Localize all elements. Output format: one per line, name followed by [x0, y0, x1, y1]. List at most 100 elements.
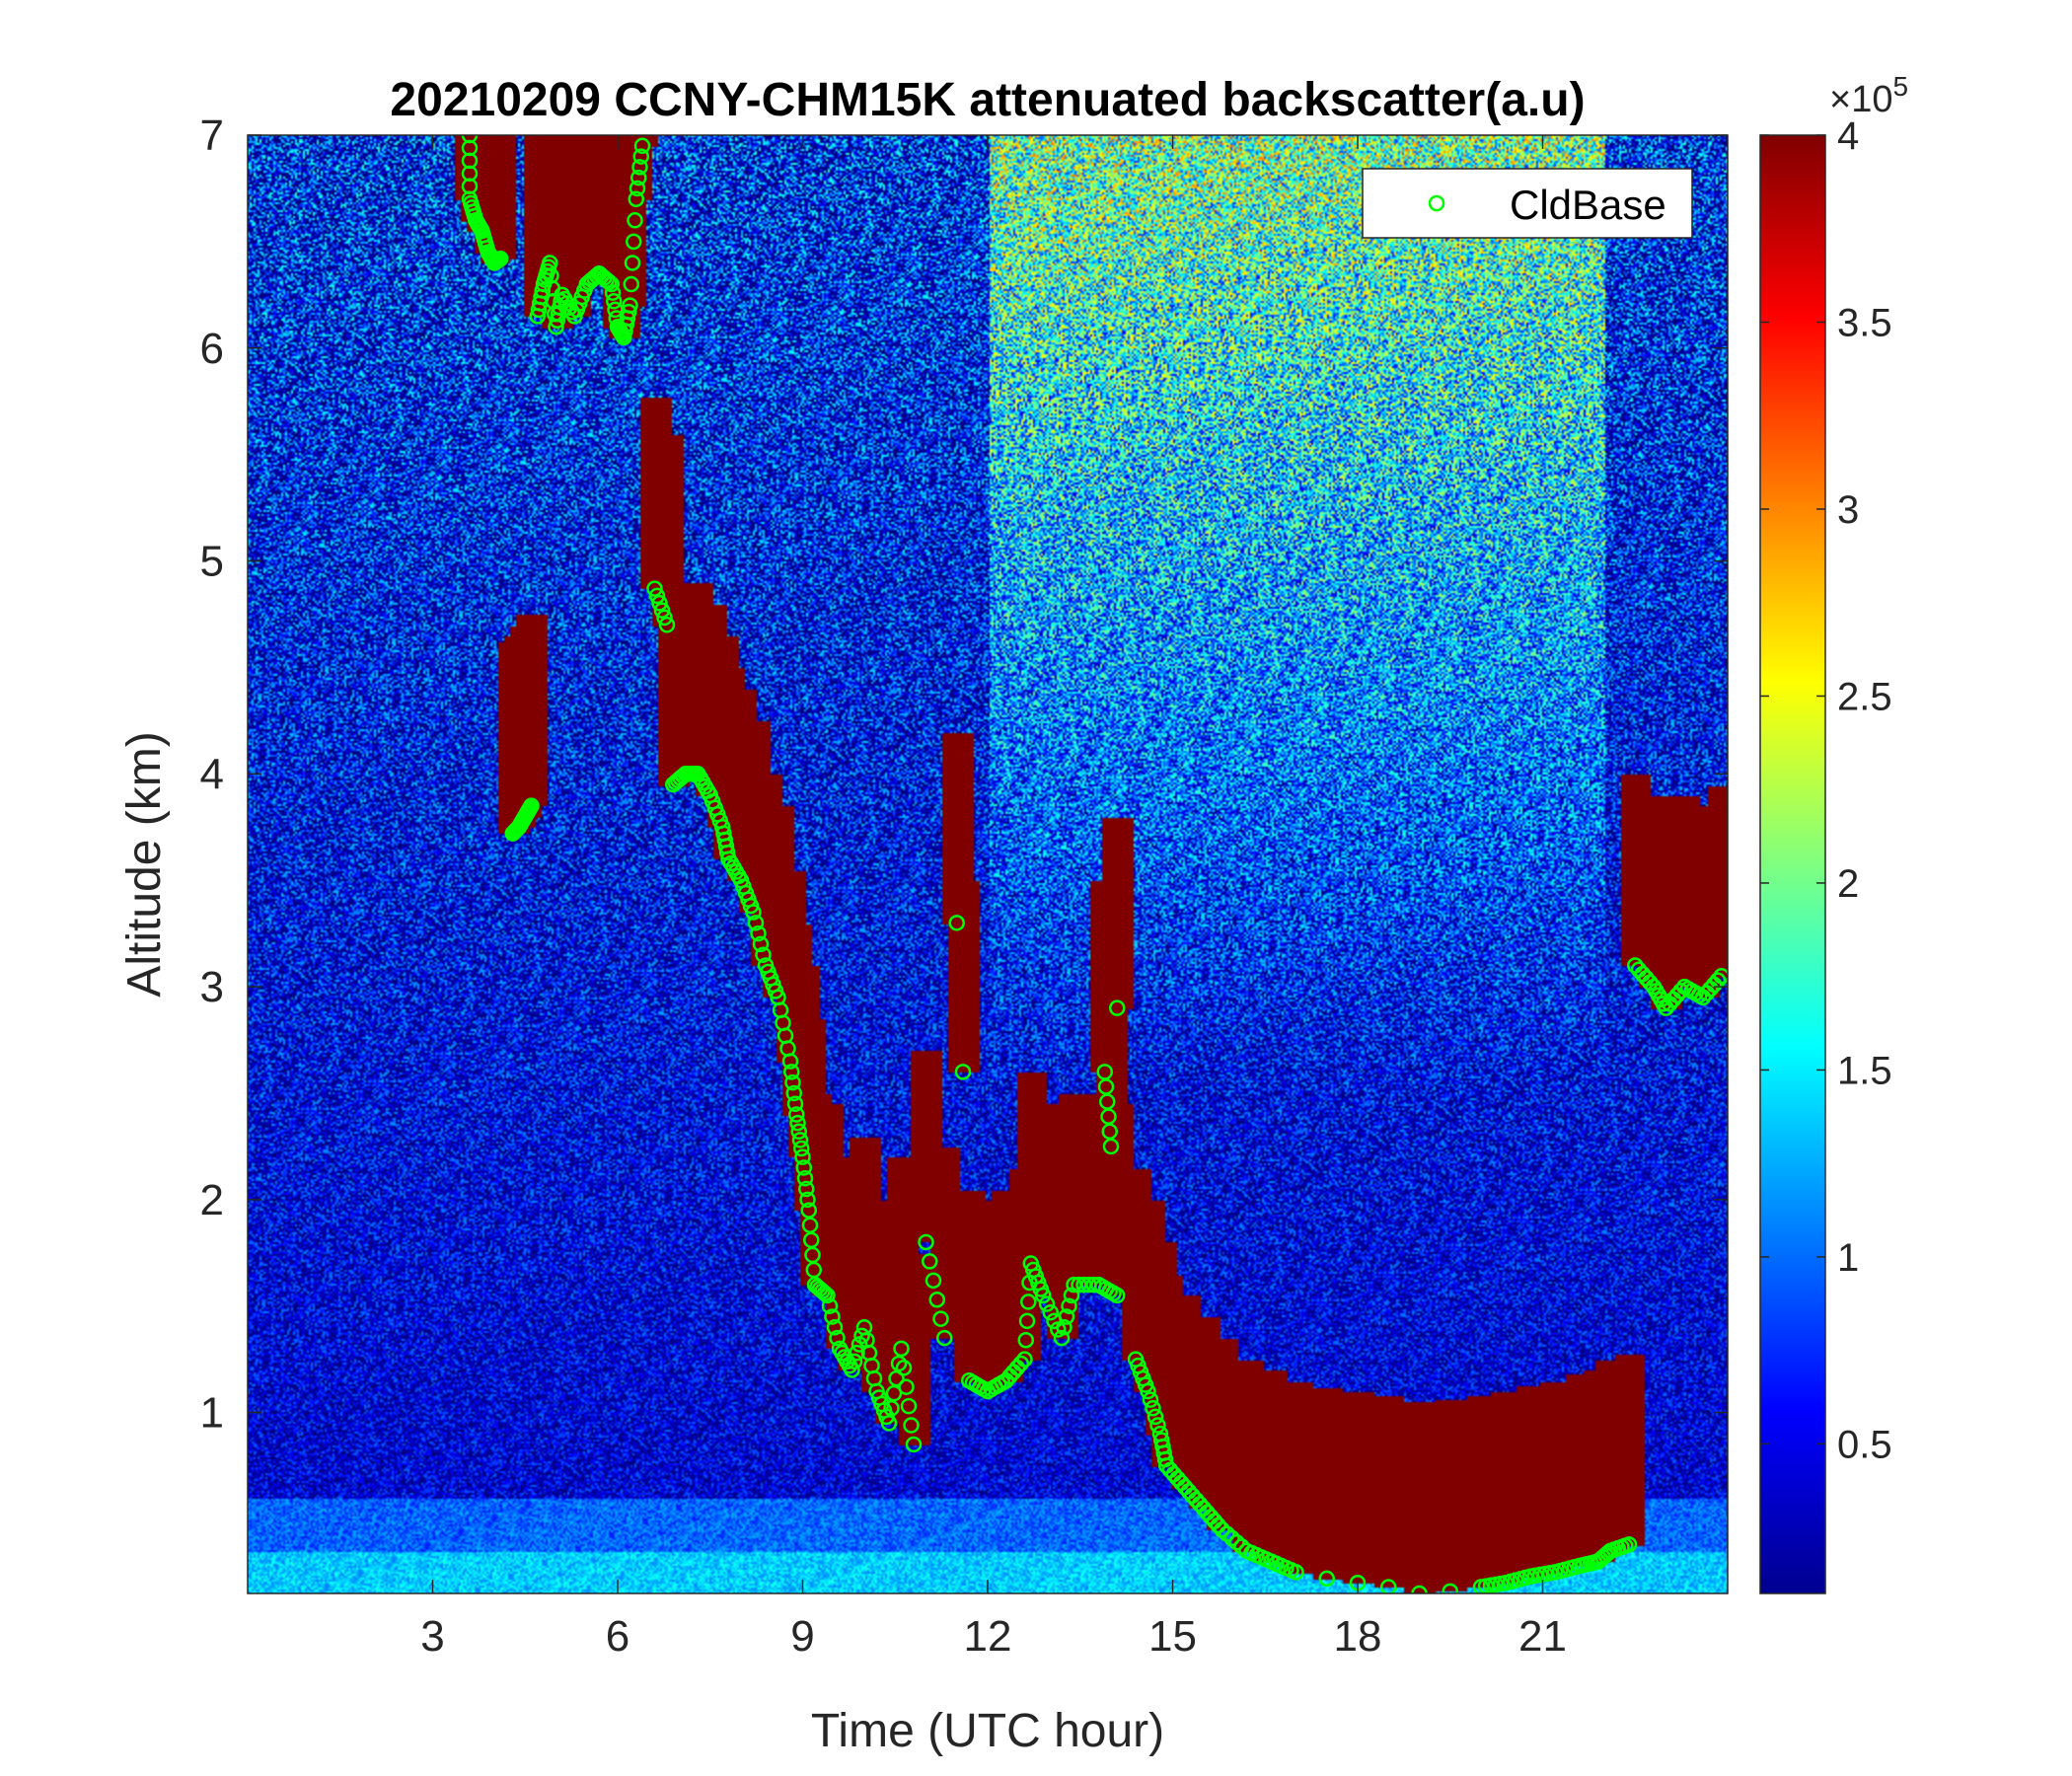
cldbase-point: [794, 1148, 811, 1165]
backscatter-heatmap: [248, 135, 1728, 1593]
cldbase-point: [784, 1073, 801, 1091]
cldbase-point: [632, 148, 649, 165]
cldbase-point: [1017, 1331, 1034, 1349]
cldbase-point: [1109, 1287, 1126, 1304]
cldbase-point: [1149, 1417, 1166, 1434]
cldbase-point: [1147, 1408, 1164, 1426]
y-tick-label: 4: [200, 750, 224, 798]
cldbase-point: [1210, 1517, 1226, 1534]
cldbase-point: [1061, 1297, 1077, 1314]
colorbar-ramp: [1759, 134, 1826, 1594]
legend: CldBase: [1362, 168, 1693, 239]
cldbase-point: [1288, 1564, 1304, 1581]
cldbase-point: [534, 282, 551, 299]
cldbase-point: [633, 137, 651, 155]
cldbase-point: [1142, 1391, 1159, 1408]
cldbase-point: [631, 159, 648, 176]
cldbase-point: [621, 303, 637, 321]
cldbase-point: [624, 255, 641, 271]
cldbase-point: [895, 1360, 913, 1376]
cldbase-point: [936, 1329, 953, 1347]
cldbase-point: [1038, 1295, 1056, 1312]
cldbase-point: [1223, 1529, 1240, 1547]
legend-marker-cldbase: [1428, 194, 1445, 212]
cldbase-point: [630, 169, 647, 186]
y-tick-label: 2: [200, 1176, 224, 1224]
cldbase-point: [656, 609, 673, 627]
cldbase-point: [793, 1140, 810, 1157]
colorbar-tick-label: 1: [1837, 1236, 1859, 1280]
cldbase-point: [1109, 999, 1126, 1016]
cldbase-point: [1620, 1536, 1638, 1553]
cldbase-point: [588, 267, 605, 284]
cldbase-point: [653, 602, 671, 619]
cldbase-point: [604, 284, 622, 301]
colorbar-tick-label: 2: [1837, 862, 1859, 906]
cldbase-point: [629, 180, 646, 197]
x-tick-label: 6: [606, 1612, 629, 1661]
x-axis: 3 6 9 12 15 18 21: [420, 135, 1567, 1661]
cldbase-point: [626, 233, 642, 251]
cldbase-point: [883, 1400, 900, 1417]
x-tick-label: 21: [1518, 1612, 1567, 1661]
cldbase-point: [1042, 1303, 1059, 1321]
legend-entry-cldbase: CldBase: [1510, 182, 1666, 228]
x-tick-label: 18: [1334, 1612, 1382, 1661]
y-tick-label: 1: [200, 1389, 224, 1438]
cldbase-point: [1016, 1351, 1033, 1368]
colorbar-tick-label: 3.5: [1837, 301, 1892, 344]
y-tick-label: 6: [200, 325, 224, 373]
cldbase-point: [788, 1106, 805, 1123]
cldbase-point: [523, 797, 540, 814]
chart-title: 20210209 CCNY-CHM15K attenuated backscat…: [390, 74, 1585, 126]
x-axis-label: Time (UTC hour): [811, 1705, 1164, 1757]
x-tick-label: 3: [420, 1612, 444, 1661]
cldbase-point: [719, 844, 736, 861]
cldbase-point: [1219, 1525, 1235, 1542]
colorbar-tick-label: 0.5: [1837, 1423, 1892, 1466]
colorbar-exponent: ×105: [1829, 71, 1908, 120]
y-tick-label: 3: [200, 963, 224, 1011]
cldbase-point: [601, 273, 618, 291]
cldbase-point: [819, 1287, 836, 1304]
cldbase-point: [903, 1417, 920, 1434]
cldbase-point: [905, 1436, 923, 1453]
cldbase-point: [893, 1340, 910, 1358]
cldbase-point: [1214, 1521, 1230, 1538]
cldbase-point: [1058, 1308, 1075, 1325]
cldbase-point: [646, 580, 663, 597]
cldbase-point: [750, 925, 767, 942]
x-tick-label: 15: [1148, 1612, 1197, 1661]
cldbase-point: [1442, 1583, 1458, 1593]
cldbase-point: [658, 617, 676, 633]
cldbase-point: [1056, 1319, 1073, 1336]
cldbase-point: [928, 1291, 945, 1308]
cldbase-point: [954, 1064, 972, 1080]
cldbase-series: [461, 135, 1728, 1593]
cldbase-point: [918, 1233, 934, 1251]
legend-box: [1362, 168, 1693, 239]
y-tick-label: 5: [200, 538, 224, 586]
cldbase-point: [898, 1378, 915, 1395]
colorbar-tick-label: 1.5: [1837, 1049, 1892, 1092]
cldbase-point: [795, 1159, 812, 1176]
cldbase-point: [844, 1362, 860, 1378]
colorbar-tick-label: 4: [1837, 114, 1859, 158]
cldbase-point: [1672, 983, 1689, 999]
cldbase-point: [1035, 1287, 1052, 1304]
cldbase-point: [799, 1191, 816, 1209]
cldbase-point: [747, 915, 765, 931]
cldbase-point: [1012, 1355, 1029, 1372]
cldbase-point: [1145, 1400, 1161, 1417]
cldbase-point: [1018, 1312, 1036, 1330]
cldbase-point: [932, 1310, 949, 1327]
cldbase-point: [623, 275, 639, 293]
cldbase-point: [1140, 1382, 1156, 1400]
cldbase-point: [853, 1327, 870, 1345]
cldbase-point: [1102, 1138, 1120, 1155]
y-axis: 1 2 3 4 5 6 7: [200, 111, 1728, 1438]
cldbase-point: [880, 1415, 898, 1432]
cldbase-point: [492, 250, 509, 267]
